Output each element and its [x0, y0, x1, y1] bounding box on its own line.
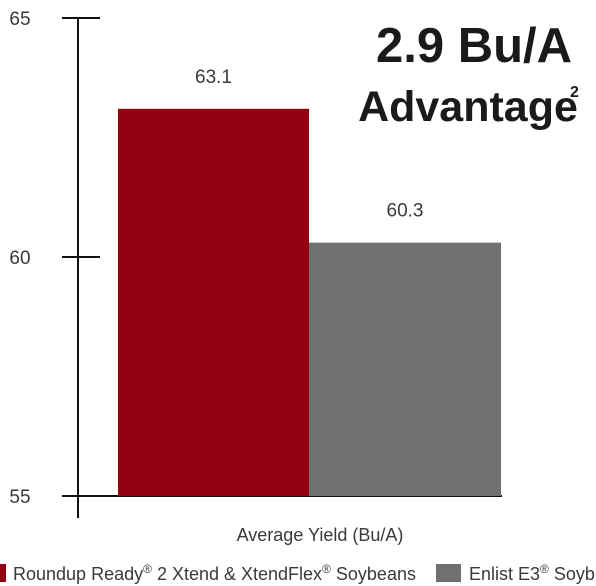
advantage-headline-line2: Advantage [358, 83, 578, 131]
advantage-word: Advantage [358, 83, 578, 131]
bar-roundup-ready [118, 108, 309, 496]
bars [118, 108, 501, 496]
y-tick-label: 65 [9, 9, 30, 30]
legend-label-roundup: Roundup Ready® 2 Xtend & XtendFlex® Soyb… [13, 562, 416, 584]
advantage-footnote-superscript: 2 [570, 84, 579, 101]
legend-label-enlist: Enlist E3® Soyb [469, 562, 595, 584]
legend-swatch-enlist [436, 564, 461, 582]
legend-swatch-roundup [0, 564, 6, 582]
x-axis-label: Average Yield (Bu/A) [237, 525, 404, 545]
data-label: 63.1 [195, 67, 232, 88]
y-tick-label: 55 [9, 487, 30, 508]
y-tick-label: 60 [9, 248, 30, 269]
data-label: 60.3 [387, 201, 424, 222]
legend: Roundup Ready® 2 Xtend & XtendFlex® Soyb… [0, 562, 595, 584]
advantage-headline-line1: 2.9 Bu/A [376, 19, 572, 73]
bar-enlist-e3 [309, 242, 501, 496]
data-labels: 63.1 60.3 [195, 67, 423, 222]
